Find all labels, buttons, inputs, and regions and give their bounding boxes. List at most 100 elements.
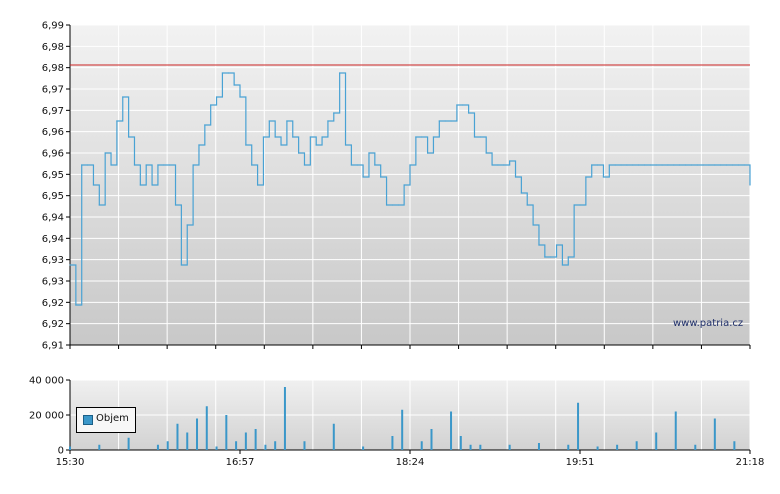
price-point [702,164,704,166]
price-point [737,164,739,166]
volume-bar [537,443,540,450]
price-point [690,164,692,166]
price-point [75,304,77,306]
volume-bar [567,444,570,450]
price-point [450,120,452,122]
price-point [380,176,382,178]
volume-bar [225,415,228,450]
volume-y-tick-label: 40 000 [29,376,64,387]
price-point [69,264,71,266]
price-y-tick-label: 6,91 [42,341,64,352]
price-point [344,144,347,146]
price-point [356,164,358,166]
price-point [368,152,370,154]
price-panel: 6,99 6,98 6,98 6,97 6,97 6,96 6,96 6,95 6,95 6,94… [42,21,751,352]
price-point [638,164,640,166]
price-point [684,164,687,166]
price-point [444,120,446,122]
price-point [415,136,417,138]
volume-bar [713,418,716,450]
volume-bar [303,441,306,450]
volume-bar [254,429,257,450]
volume-bar [205,406,208,450]
price-point [333,112,335,114]
volume-bar [655,432,658,450]
volume-bar [235,441,238,450]
price-point [180,264,182,266]
price-point [292,136,294,138]
volume-bar [635,441,638,450]
volume-bar [616,444,619,450]
volume-bar [186,432,189,450]
price-point [403,184,405,186]
volume-bar [283,387,286,450]
price-point [643,164,646,166]
price-y-tick-label: 6,94 [42,213,64,224]
price-point [520,192,522,194]
price-point [661,164,663,166]
price-y-tick-label: 6,96 [42,149,64,160]
price-point [749,184,751,186]
volume-bar [459,436,462,450]
price-point [620,164,622,166]
price-point [714,164,716,166]
price-point [485,152,487,154]
volume-bar [596,446,599,450]
price-point [596,164,599,166]
price-point [626,164,628,166]
volume-bar [264,444,267,450]
volume-bar [733,441,736,450]
price-point [473,136,476,138]
price-point [362,176,364,178]
price-point [251,164,253,166]
price-point [503,164,505,166]
price-point [526,204,528,206]
volume-bar [479,444,482,450]
price-point [591,164,593,166]
volume-bar [127,437,130,450]
volume-bar [674,411,677,450]
price-point [327,120,329,122]
price-point [397,204,399,206]
price-point [210,104,212,106]
volume-y-tick-label: 20 000 [29,411,64,422]
price-point [110,164,112,166]
price-point [274,136,276,138]
volume-bar [332,423,335,450]
volume-bar [577,402,580,450]
price-point [122,96,124,98]
volume-bar [166,441,169,450]
price-point [92,184,95,186]
price-point [743,164,745,166]
volume-bar [362,446,365,450]
price-point [731,164,734,166]
volume-bar [196,418,199,450]
price-point [309,136,311,138]
price-point [544,256,546,258]
price-point [491,164,493,166]
volume-bar [450,411,453,450]
legend-label: Objem [96,413,129,424]
volume-bar [156,444,159,450]
price-point [298,152,300,154]
price-point [421,136,423,138]
price-point [315,144,317,146]
volume-bar [430,429,433,450]
price-point [602,176,605,178]
price-y-tick-label: 6,93 [42,255,64,266]
price-y-tick-label: 6,94 [42,234,64,245]
price-point [268,120,270,122]
price-point [649,164,651,166]
price-point [561,264,564,266]
price-point [409,164,411,166]
price-y-tick-label: 6,96 [42,127,64,138]
watermark-text: www.patria.cz [673,318,744,329]
price-point [186,224,188,226]
price-point [321,136,323,138]
price-point [468,112,470,114]
price-point [245,144,247,146]
price-point [215,96,218,98]
price-point [497,164,499,166]
price-point [696,164,698,166]
price-point [608,164,610,166]
